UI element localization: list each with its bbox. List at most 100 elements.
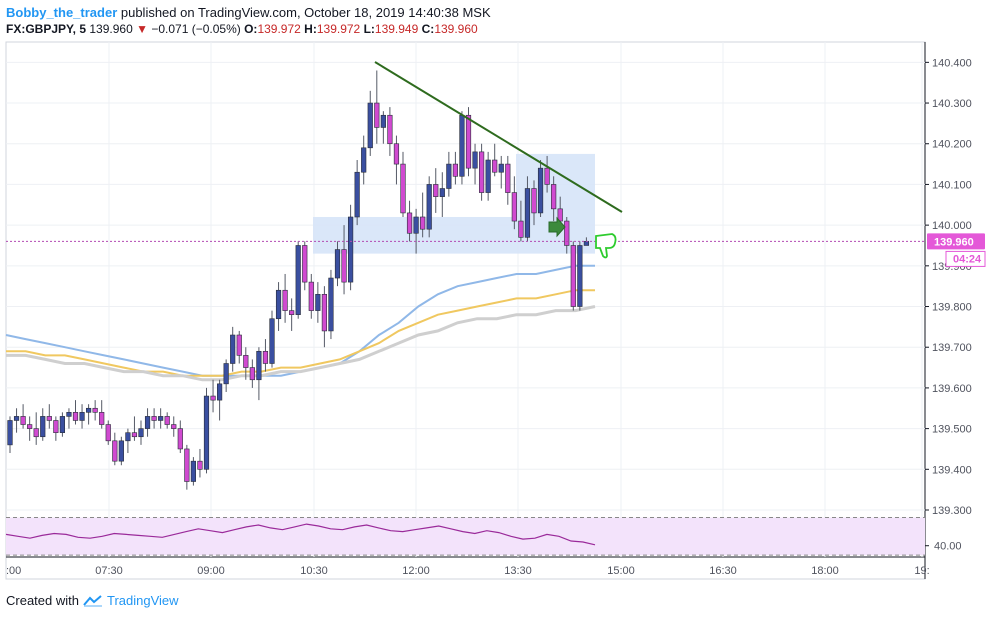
candle-body <box>478 151 485 193</box>
created-with-label: Created with <box>6 593 79 608</box>
candle-body <box>321 294 328 332</box>
candle-body <box>53 420 59 433</box>
price-tick-label: 140.200 <box>932 139 972 151</box>
candle-body <box>33 428 39 438</box>
candle-body <box>203 395 210 470</box>
candle-body <box>177 428 183 450</box>
time-tick-label: 09:00 <box>197 565 225 577</box>
candle-body <box>72 412 79 421</box>
candle-body <box>537 167 544 214</box>
price-tick-label: 140.000 <box>932 220 972 232</box>
candle-body <box>577 245 583 307</box>
moving-average-line <box>6 289 595 377</box>
footer: Created with TradingView <box>6 593 179 608</box>
time-tick-label: 10:30 <box>300 565 328 577</box>
current-price-text: 139.960 <box>934 236 974 248</box>
rsi-tick-label: 40.00 <box>934 541 962 553</box>
current-price-tag <box>927 233 985 250</box>
candle-body <box>190 460 197 482</box>
candle-body <box>413 216 419 234</box>
candle-body <box>387 114 393 145</box>
candle-body <box>171 424 177 429</box>
chart-frame <box>5 41 926 580</box>
candle-body <box>433 184 439 197</box>
candle-body <box>524 188 531 238</box>
close-value: 139.960 <box>434 22 478 36</box>
candle-body <box>485 159 491 193</box>
rsi-line <box>5 523 596 546</box>
candle-body <box>99 412 105 425</box>
candle-body <box>131 432 138 438</box>
symbol-label: FX:GBPJPY, 5 <box>6 22 87 36</box>
candle-body <box>289 310 295 315</box>
candle-body <box>400 163 406 214</box>
candle-body <box>40 416 46 438</box>
close-label: C: <box>421 22 435 36</box>
candle-body <box>230 334 236 364</box>
candle-body <box>465 114 472 169</box>
candle-body <box>59 416 65 433</box>
candle-body <box>217 383 223 401</box>
thumbs-down-icon <box>595 233 617 259</box>
price-tick-label: 140.100 <box>932 179 972 191</box>
candle-body <box>27 424 33 429</box>
price-tick-label: 139.400 <box>932 464 972 476</box>
candle-body <box>236 334 242 356</box>
price-tick-label: 139.700 <box>932 342 972 354</box>
candle-body <box>374 102 380 128</box>
price-tick-label: 140.400 <box>932 57 972 69</box>
candle-body <box>275 289 282 320</box>
candle-body <box>223 363 229 385</box>
time-tick-label: 18:00 <box>811 565 839 577</box>
candle-body <box>249 367 255 381</box>
candle-body <box>551 184 557 210</box>
trendline[interactable] <box>374 61 623 213</box>
candle-body <box>151 416 157 421</box>
candle-body <box>328 277 334 332</box>
price-change: −0.071 (−0.05%) <box>151 22 241 36</box>
candle-body <box>13 416 20 421</box>
candle-body <box>439 188 445 197</box>
tradingview-link[interactable]: TradingView <box>106 593 179 608</box>
price-tick-label: 139.800 <box>932 302 972 314</box>
candle-body <box>341 249 347 283</box>
candle-body <box>308 281 314 311</box>
high-value: 139.972 <box>316 22 361 36</box>
candle-body <box>269 318 275 364</box>
candle-body <box>544 167 550 185</box>
time-tick-label: :00 <box>6 565 21 577</box>
candle-body <box>334 249 341 279</box>
price-tick-label: 139.500 <box>932 424 972 436</box>
time-tick-label: 07:30 <box>95 565 123 577</box>
support-zone[interactable] <box>313 216 595 254</box>
time-tick-label: 13:30 <box>504 565 532 577</box>
countdown-box <box>945 250 986 267</box>
candle-body <box>295 245 301 315</box>
candle-body <box>112 440 118 462</box>
author-link[interactable]: Bobby_the_trader <box>6 5 118 20</box>
price-tick-label: 140.300 <box>932 98 972 110</box>
candle-body <box>164 416 170 425</box>
candle-body <box>420 216 426 230</box>
candle-body <box>86 407 92 413</box>
rsi-band <box>6 517 925 556</box>
candle-body <box>583 241 589 246</box>
candle-body <box>511 192 517 222</box>
candle-body <box>459 114 465 177</box>
low-value: 139.949 <box>374 22 419 36</box>
time-tick-label: 19: <box>914 565 929 577</box>
candle-body <box>505 163 511 193</box>
candle-body <box>354 171 360 218</box>
candle-body <box>380 114 386 128</box>
candle-body <box>347 216 354 283</box>
candle-body <box>472 151 478 169</box>
candle-body <box>492 159 498 173</box>
candle-body <box>361 147 367 173</box>
price-tick-label: 139.600 <box>932 383 972 395</box>
candle-body <box>315 294 321 311</box>
candle-body <box>158 416 164 421</box>
candle-body <box>406 212 413 234</box>
candle-body <box>118 440 124 462</box>
candle-body <box>7 420 13 446</box>
